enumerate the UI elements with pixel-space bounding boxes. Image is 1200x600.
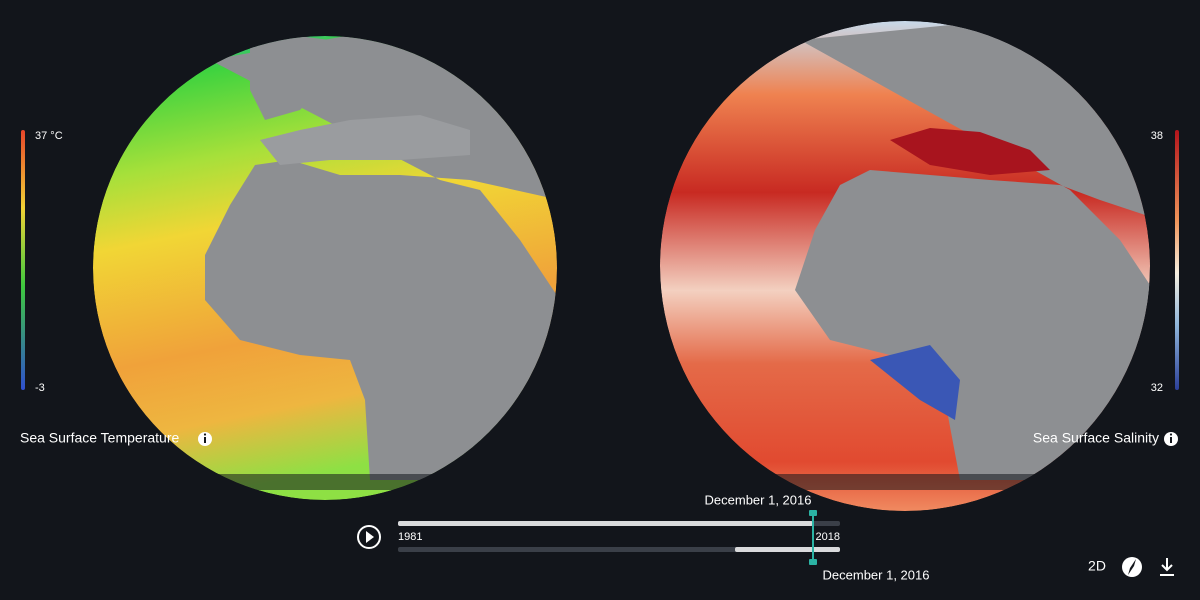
panel-divider — [0, 474, 1200, 490]
timeline-track[interactable] — [398, 547, 840, 552]
legend-min: 32 — [1151, 382, 1163, 394]
temperature-globe[interactable] — [93, 30, 560, 500]
timeline-progress — [398, 521, 813, 526]
play-button[interactable] — [357, 525, 381, 549]
legend-max: 37 °C — [35, 130, 63, 142]
time-handle[interactable] — [809, 510, 817, 516]
temperature-color-bar — [21, 130, 25, 390]
top-date: December 1, 2016 — [705, 492, 812, 507]
legend-max: 38 — [1151, 130, 1163, 142]
panel-title: Sea Surface Salinity — [1033, 430, 1159, 446]
compass-button[interactable] — [1122, 557, 1142, 577]
salinity-color-bar — [1175, 130, 1179, 390]
panel-title: Sea Surface Temperature — [20, 430, 179, 446]
info-icon[interactable] — [1164, 432, 1178, 446]
legend-min: -3 — [35, 382, 45, 394]
view-toggle[interactable]: 2D — [1088, 558, 1106, 574]
end-year: 2018 — [816, 531, 840, 543]
start-year: 1981 — [398, 531, 422, 543]
info-icon[interactable] — [198, 432, 212, 446]
time-handle[interactable] — [809, 559, 817, 565]
download-button[interactable] — [1160, 558, 1174, 576]
timeline-progress — [735, 547, 840, 552]
bottom-date: December 1, 2016 — [823, 567, 930, 582]
salinity-globe[interactable] — [660, 20, 1160, 511]
